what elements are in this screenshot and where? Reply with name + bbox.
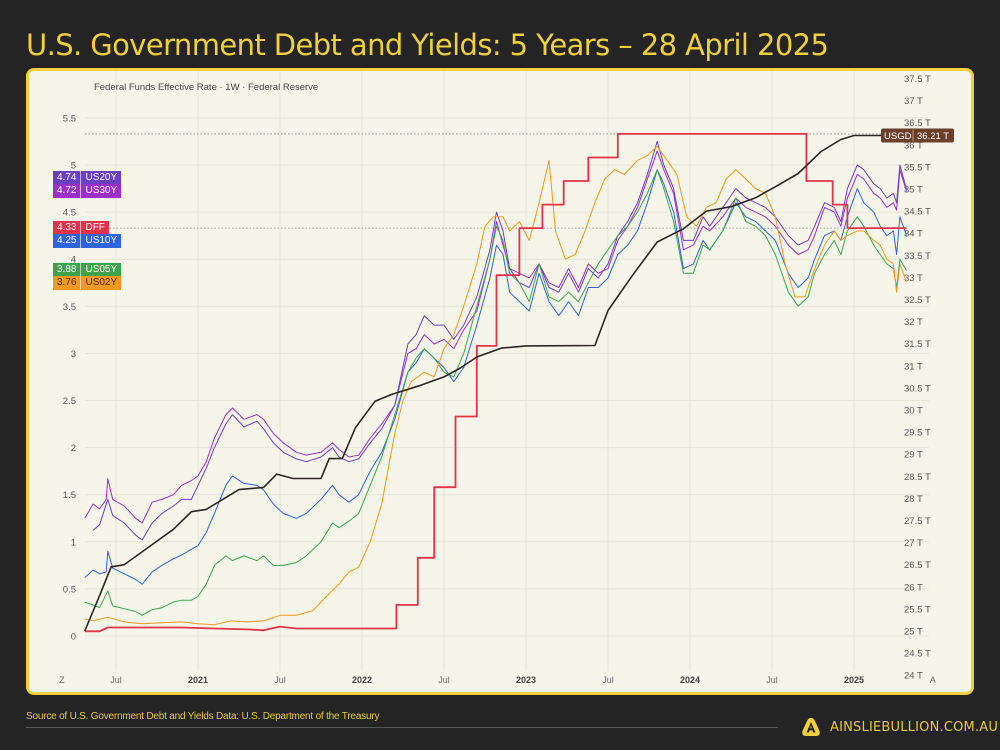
x-tick-label: Jul	[274, 675, 286, 685]
y-right-tick-label: 28.5 T	[904, 472, 931, 483]
x-tick-label: 2023	[516, 675, 536, 685]
data-source-note: Source of U.S. Government Debt and Yield…	[26, 711, 380, 722]
y-right-tick-label: 27.5 T	[904, 516, 931, 527]
legend-tag-us02y: 3.76 US02Y	[53, 276, 122, 290]
series-us05y-line	[84, 169, 907, 616]
legend-tag-value: 4.72	[53, 184, 82, 198]
y-right-tick-label: 29 T	[904, 450, 923, 461]
y-right-tick-label: 30.5 T	[904, 383, 931, 394]
legend-tag-label: US05Y	[85, 264, 118, 275]
y-right-tick-label: 31 T	[904, 361, 923, 372]
legend-tag-value: 3.76	[53, 276, 82, 290]
legend-tag-us10y: 4.25 US10Y	[53, 234, 122, 248]
x-tick-label: Jul	[438, 675, 450, 685]
y-right-tick-label: 36 T	[904, 140, 923, 151]
y-left-tick-label: 5.5	[63, 113, 76, 124]
series-dff-line	[84, 133, 907, 633]
legend-tag-label: US20Y	[85, 172, 118, 183]
y-left-tick-label: 4	[71, 255, 76, 266]
series-usgd-line	[84, 134, 907, 632]
y-right-tick-label: 25.5 T	[904, 604, 931, 615]
legend-tag-value: 4.25	[53, 234, 82, 248]
legend-tag-label: DFF	[85, 222, 105, 233]
chart-panel: Z Jul 2021 Jul 2022 Jul 2023 Jul 2024 Jul 2025 A 0 0.…	[26, 68, 974, 695]
y-right-tick-label: 33 T	[904, 273, 923, 284]
y-left-tick-label: 2.5	[63, 396, 76, 407]
y-right-tick-label: 26 T	[904, 582, 923, 593]
x-tick-label: 2022	[352, 675, 372, 685]
legend-tag-us20y: 4.74 US20Y	[53, 171, 122, 185]
series-us10y-line	[84, 169, 907, 585]
y-right-tick-label: 30 T	[904, 406, 923, 417]
y-left-tick-label: 2	[71, 443, 76, 454]
y-right-tick-label: 32.5 T	[904, 295, 931, 306]
legend-tag-dff: 4.33 DFF	[53, 221, 109, 235]
y-left-tick-label: 0	[71, 632, 76, 643]
y-right-tick-label: 35 T	[904, 185, 923, 196]
usgd-value-tag: USGD 36.21 T	[881, 128, 954, 143]
y-right-tick-label: 25 T	[904, 627, 923, 638]
line-chart: Z Jul 2021 Jul 2022 Jul 2023 Jul 2024 Jul 2025 A 0 0.…	[59, 71, 954, 685]
y-right-tick-label: 37 T	[904, 96, 923, 107]
y-right-tick-label: 33.5 T	[904, 251, 931, 262]
x-tick-label: A	[930, 675, 936, 685]
y-right-tick-label: 35.5 T	[904, 162, 931, 173]
legend-tag-value: 3.88	[53, 263, 82, 277]
ainslie-logo-icon	[802, 718, 820, 736]
y-right-tick-label: 32 T	[904, 317, 923, 328]
y-left-tick-label: 0.5	[63, 584, 76, 595]
y-right-tick-label: 31.5 T	[904, 339, 931, 350]
x-tick-label: Z	[59, 675, 65, 685]
series-us02y-line	[84, 145, 907, 626]
legend-tag-us30y: 4.72 US30Y	[53, 184, 122, 198]
y-right-tick-label: 37.5 T	[904, 74, 931, 85]
x-tick-label: 2021	[188, 675, 208, 685]
y-right-tick-label: 26.5 T	[904, 560, 931, 571]
legend-tag-us05y: 3.88 US05Y	[53, 263, 122, 277]
footer-divider	[26, 727, 778, 728]
x-tick-label: Jul	[766, 675, 778, 685]
y-left-tick-label: 1	[71, 537, 76, 548]
y-left-tick-label: 4.5	[63, 208, 76, 219]
legend-tag-value: 4.33	[53, 221, 82, 235]
y-right-tick-label: 28 T	[904, 494, 923, 505]
brand[interactable]: AINSLIEBULLION.COM.AU	[801, 717, 998, 737]
x-tick-label: 2024	[680, 675, 700, 685]
legend-tag-label: US10Y	[85, 235, 118, 246]
y-right-tick-label: 29.5 T	[904, 428, 931, 439]
x-tick-label: 2025	[844, 675, 864, 685]
brand-website[interactable]: AINSLIEBULLION.COM.AU	[830, 719, 999, 735]
y-right-tick-label: 24 T	[904, 671, 923, 682]
series-us20y-line	[92, 140, 907, 541]
svg-text:36.21 T: 36.21 T	[917, 131, 949, 142]
x-tick-label: Jul	[110, 675, 122, 685]
y-right-tick-label: 27 T	[904, 538, 923, 549]
y-right-tick-label: 34 T	[904, 229, 923, 240]
chart-subtitle: Federal Funds Effective Rate · 1W · Fede…	[94, 82, 319, 93]
chart-title: U.S. Government Debt and Yields: 5 Years…	[26, 28, 829, 62]
legend-tag-value: 4.74	[53, 171, 82, 185]
x-tick-label: Jul	[602, 675, 614, 685]
legend-tag-label: US02Y	[85, 277, 118, 288]
y-left-tick-label: 3	[71, 349, 76, 360]
y-left-tick-label: 3.5	[63, 302, 76, 313]
y-left-tick-label: 5	[71, 161, 76, 172]
y-right-tick-label: 34.5 T	[904, 207, 931, 218]
y-left-tick-label: 1.5	[63, 490, 76, 501]
svg-text:USGD: USGD	[884, 131, 912, 142]
y-right-tick-label: 36.5 T	[904, 118, 931, 129]
legend-tag-label: US30Y	[85, 185, 118, 196]
y-right-tick-label: 24.5 T	[904, 649, 931, 660]
